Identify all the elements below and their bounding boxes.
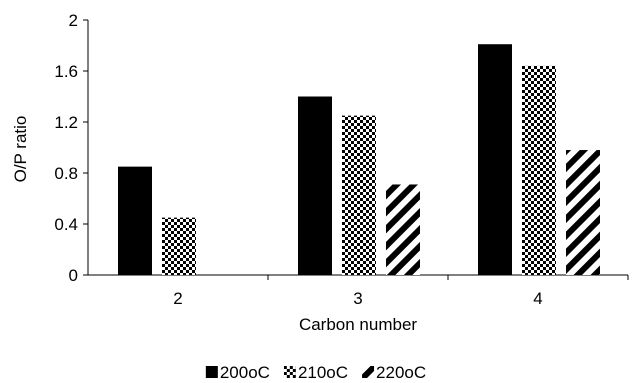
bar-200oC-4	[478, 44, 512, 275]
legend-item: 210oC	[283, 363, 348, 382]
legend-item: 200oC	[205, 363, 270, 382]
legend-swatch	[283, 366, 296, 378]
bar-210oC-3	[342, 115, 376, 275]
legend: 200oC 210oC 220oC	[205, 363, 426, 382]
legend-swatch	[362, 366, 375, 378]
y-tick-label: 2	[69, 11, 78, 30]
y-tick-label: 0.4	[54, 215, 78, 234]
bar-200oC-2	[118, 166, 152, 275]
y-tick-label: 1.6	[54, 62, 78, 81]
legend-swatch	[205, 366, 218, 378]
legend-item: 220oC	[362, 363, 426, 382]
bar-200oC-3	[298, 96, 332, 275]
y-tick-label: 0.8	[54, 164, 78, 183]
legend-label: 200oC	[220, 363, 270, 382]
x-axis-title: Carbon number	[299, 315, 417, 334]
y-tick-label: 0	[69, 266, 78, 285]
y-tick-label: 1.2	[54, 113, 78, 132]
plot-area: 0 0.4 0.8 1.2 1.6 2 2 3 4	[54, 11, 629, 308]
x-tick-label: 2	[173, 289, 182, 308]
legend-label: 220oC	[376, 363, 426, 382]
bar-210oC-4	[522, 65, 556, 276]
y-axis-title: O/P ratio	[11, 116, 30, 183]
legend-label: 210oC	[298, 363, 348, 382]
bar-210oC-2	[162, 217, 196, 275]
bar-220oC-4	[566, 150, 600, 275]
x-tick-label: 4	[533, 289, 542, 308]
bar-220oC-3	[386, 184, 420, 275]
x-tick-label: 3	[353, 289, 362, 308]
